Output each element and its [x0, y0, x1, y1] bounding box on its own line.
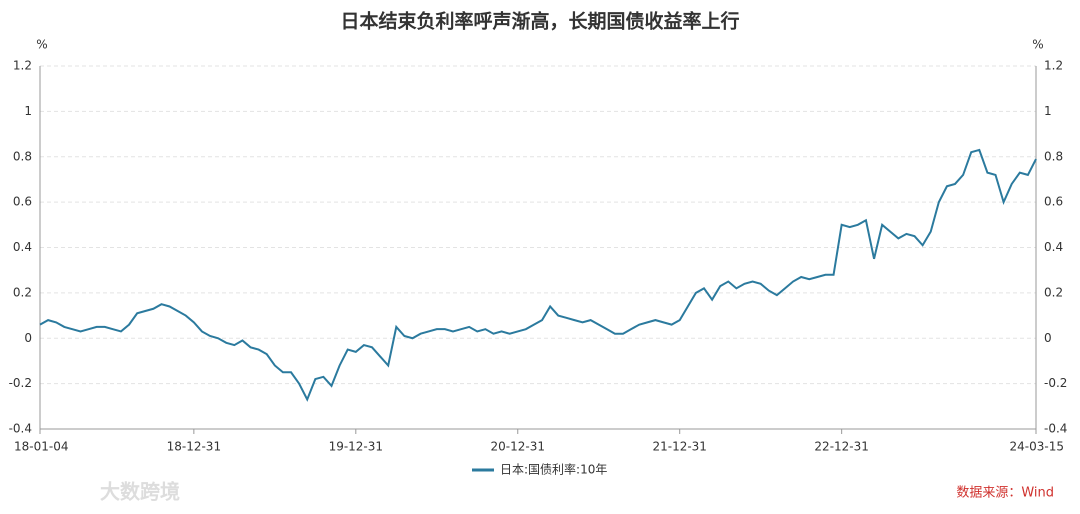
y2-tick-label: 0.4: [1044, 240, 1063, 254]
x-tick-label: 18-12-31: [167, 440, 221, 454]
y-tick-label: 1.2: [13, 59, 32, 73]
x-tick-label: 20-12-31: [491, 440, 545, 454]
y2-tick-label: 1: [1044, 104, 1052, 118]
y2-tick-label: -0.4: [1044, 422, 1067, 436]
x-tick-label: 24-03-15: [1010, 440, 1064, 454]
y2-tick-label: -0.2: [1044, 376, 1067, 390]
x-tick-label: 18-01-04: [14, 440, 68, 454]
x-tick-label: 19-12-31: [329, 440, 383, 454]
y-tick-label: -0.4: [9, 422, 32, 436]
watermark: 大数跨境: [100, 480, 180, 504]
y2-unit: %: [1032, 38, 1043, 52]
y2-tick-label: 0.2: [1044, 285, 1063, 299]
y-tick-label: -0.2: [9, 376, 32, 390]
y2-tick-label: 0: [1044, 331, 1052, 345]
y-tick-label: 0.4: [13, 240, 32, 254]
y-tick-label: 0.8: [13, 149, 32, 163]
y-tick-label: 1: [24, 104, 32, 118]
y-tick-label: 0: [24, 331, 32, 345]
y2-tick-label: 1.2: [1044, 59, 1063, 73]
x-tick-label: 22-12-31: [814, 440, 868, 454]
y2-tick-label: 0.6: [1044, 195, 1063, 209]
y2-tick-label: 0.8: [1044, 149, 1063, 163]
line-series: [39, 148, 1037, 402]
y-tick-label: 0.6: [13, 195, 32, 209]
x-tick-label: 21-12-31: [652, 440, 706, 454]
legend-label: 日本:国债利率:10年: [500, 462, 607, 477]
y-unit: %: [36, 38, 47, 52]
y-tick-label: 0.2: [13, 285, 32, 299]
chart-title: 日本结束负利率呼声渐高，长期国债收益率上行: [340, 10, 739, 33]
source-note: 数据来源：Wind: [956, 486, 1054, 501]
